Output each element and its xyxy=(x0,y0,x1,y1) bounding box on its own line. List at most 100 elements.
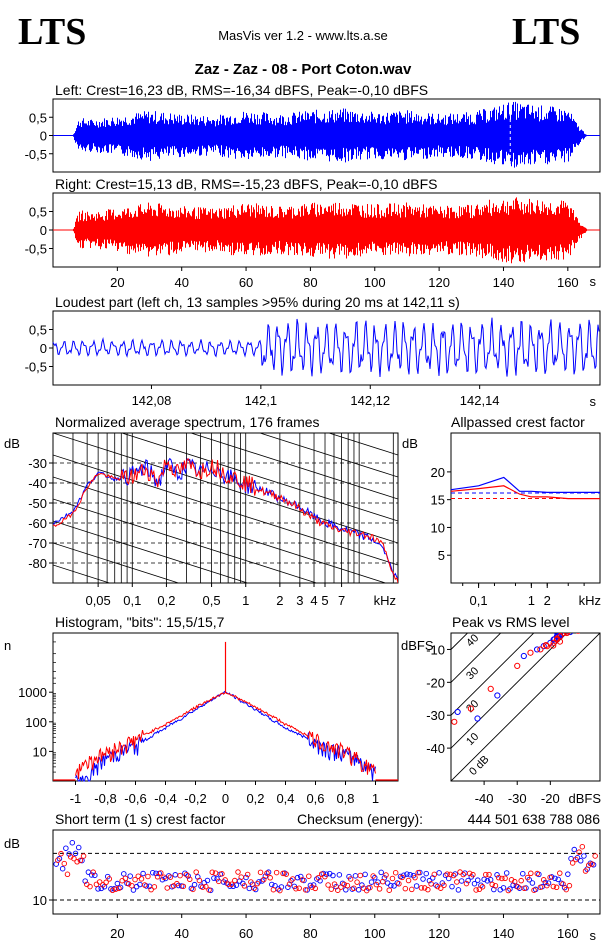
short-term-point-right xyxy=(463,880,470,887)
short-term-point-right xyxy=(454,879,460,885)
short-term-point-left xyxy=(352,873,359,879)
short-term-point-right xyxy=(180,883,187,890)
short-term-point-left xyxy=(391,883,397,889)
short-term-point-left xyxy=(269,881,275,888)
short-term-point-right xyxy=(495,874,502,881)
short-term-point-right xyxy=(280,870,286,877)
short-term-point-right xyxy=(585,862,592,868)
peak-rms-point-left xyxy=(454,708,461,716)
short-term-point-right xyxy=(492,883,499,889)
histogram-x-tick-label: -0,8 xyxy=(94,791,116,806)
short-term-point-right xyxy=(209,869,216,875)
short-term-point-left xyxy=(555,876,561,883)
right-waveform-x-tick-label: 40 xyxy=(174,275,188,290)
peak-rms-crest-label: 40 xyxy=(464,632,481,649)
short-term-point-right xyxy=(151,884,158,890)
short-term-point-right xyxy=(215,878,222,885)
peak-rms-point-right xyxy=(467,705,474,712)
right-waveform-y-tick-label: 0 xyxy=(40,223,47,238)
short-term-point-right xyxy=(87,883,93,890)
right-waveform-title: Right: Crest=15,13 dB, RMS=-15,23 dBFS, … xyxy=(55,176,437,192)
short-term-point-right xyxy=(186,876,193,883)
short-term-point-right xyxy=(415,869,421,876)
peak-rms-point-right xyxy=(574,621,579,626)
histogram-x-tick-label: -0,6 xyxy=(124,791,146,806)
short-term-point-right xyxy=(199,884,206,890)
short-term-point-right xyxy=(444,871,450,877)
peak-rms-y-tick-label: -30 xyxy=(426,708,445,723)
short-term-point-right xyxy=(425,886,431,893)
short-term-point-left xyxy=(494,872,500,878)
peak-rms-point-right xyxy=(550,642,557,649)
peak-rms-point-left xyxy=(571,624,576,629)
short-term-point-right xyxy=(592,853,598,859)
short-term-point-right xyxy=(582,868,589,874)
crest-factor-title: Allpassed crest factor xyxy=(451,414,585,430)
spectrum-slope-line xyxy=(53,433,398,544)
spectrum-frame xyxy=(52,432,399,584)
short-term-point-right xyxy=(431,871,438,878)
left-waveform-y-tick-label: -0,5 xyxy=(25,147,47,162)
short-term-point-right xyxy=(524,874,531,881)
peak-rms-x-tick-label: -20 xyxy=(541,791,560,806)
short-term-point-right xyxy=(325,882,331,888)
peak-rms-point-left xyxy=(578,617,583,622)
peak-rms-x-tick-label: -30 xyxy=(508,791,527,806)
spectrum-series-right xyxy=(53,458,398,583)
peak-rms-point-right xyxy=(576,633,581,634)
spectrum-y-tick-label: -30 xyxy=(28,456,47,471)
peak-rms-point-left xyxy=(567,633,574,636)
short-term-point-right xyxy=(405,877,412,884)
histogram-x-tick-label: 0,4 xyxy=(276,791,294,806)
short-term-point-right xyxy=(289,876,296,882)
short-term-point-right xyxy=(257,869,264,876)
short-term-point-right xyxy=(386,887,392,893)
left-waveform-title: Left: Crest=16,23 dB, RMS=-16,34 dBFS, P… xyxy=(55,82,428,98)
peak-rms-y-tick-label: -10 xyxy=(426,642,445,657)
right-waveform-y-tick-label: 0,5 xyxy=(29,205,47,220)
right-waveform-x-tick-label: 60 xyxy=(239,275,253,290)
short-term-x-tick-label: 60 xyxy=(239,926,253,941)
short-term-point-left xyxy=(95,886,101,892)
spectrum-x-tick-label: 0,5 xyxy=(203,593,221,608)
short-term-point-right xyxy=(71,855,77,862)
short-term-point-right xyxy=(241,883,248,889)
short-term-point-left xyxy=(574,855,581,861)
short-term-point-left xyxy=(294,874,301,881)
histogram-x-tick-label: -0,2 xyxy=(184,791,206,806)
short-term-point-right xyxy=(206,887,212,893)
short-term-point-left xyxy=(404,871,410,877)
peak-rms-point-right xyxy=(574,619,579,624)
short-term-point-right xyxy=(161,874,167,881)
spectrum-x-tick-label: 3 xyxy=(296,593,303,608)
peak-rms-point-right xyxy=(537,646,544,653)
histogram-series-right xyxy=(75,691,376,780)
short-term-point-right xyxy=(64,871,71,878)
peak-rms-crest-label: 10 xyxy=(464,731,481,748)
short-term-point-right xyxy=(167,874,174,880)
short-term-point-right xyxy=(190,886,196,893)
histogram-y-tick-label: 10 xyxy=(33,744,47,759)
peak-rms-point-left xyxy=(520,652,527,660)
peak-rms-y-tick-label: -40 xyxy=(426,741,445,756)
short-term-point-right xyxy=(363,887,370,894)
short-term-point-right xyxy=(164,885,170,891)
short-term-point-right xyxy=(589,861,595,867)
short-term-point-left xyxy=(88,872,95,878)
short-term-point-left xyxy=(75,844,82,851)
short-term-point-right xyxy=(450,872,457,879)
short-term-point-right xyxy=(376,886,383,892)
right-waveform-x-tick-label: 120 xyxy=(428,275,450,290)
peak-rms-point-right xyxy=(578,617,583,622)
short-term-point-left xyxy=(307,882,314,889)
lts-logo-right: LTS xyxy=(512,11,580,53)
right-waveform-signal xyxy=(73,197,588,264)
short-term-point-right xyxy=(174,880,180,887)
right-waveform-x-tick-label: 160 xyxy=(557,275,579,290)
short-term-point-right xyxy=(476,886,483,893)
short-term-point-right xyxy=(196,877,203,884)
short-term-point-right xyxy=(370,873,376,879)
short-term-point-right xyxy=(354,879,360,885)
short-term-point-left xyxy=(166,873,172,879)
short-term-point-left xyxy=(114,880,121,887)
